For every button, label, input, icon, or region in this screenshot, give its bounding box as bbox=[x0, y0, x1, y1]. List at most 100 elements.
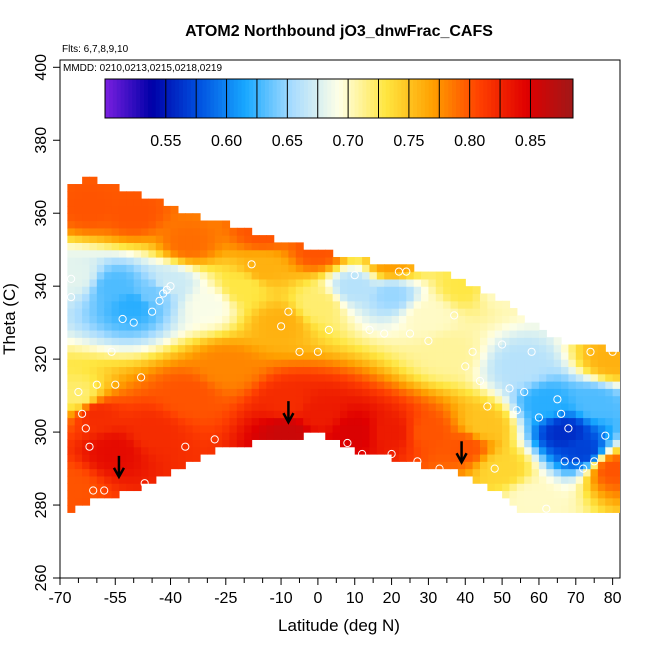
heatmap-cell bbox=[457, 315, 466, 324]
heatmap-cell bbox=[155, 249, 164, 258]
heatmap-cell bbox=[472, 432, 481, 440]
heatmap-cell bbox=[126, 381, 135, 389]
colorbar-swatch bbox=[518, 79, 523, 118]
heatmap-cell bbox=[295, 300, 304, 309]
heatmap-cell bbox=[509, 359, 518, 368]
heatmap-cell bbox=[118, 483, 127, 492]
heatmap-cell bbox=[288, 264, 297, 273]
heatmap-cell bbox=[244, 402, 253, 411]
heatmap-cell bbox=[82, 315, 91, 324]
heatmap-cell bbox=[192, 220, 201, 229]
heatmap-cell bbox=[74, 235, 83, 243]
heatmap-cell bbox=[133, 315, 142, 324]
heatmap-cell bbox=[553, 453, 562, 462]
heatmap-cell bbox=[163, 446, 172, 455]
heatmap-cell bbox=[516, 446, 525, 455]
heatmap-cell bbox=[207, 242, 216, 251]
heatmap-cell bbox=[155, 410, 164, 419]
sample-point bbox=[181, 442, 190, 451]
x-tick-label: 30 bbox=[420, 590, 438, 607]
heatmap-cell bbox=[244, 300, 253, 309]
heatmap-cell bbox=[281, 329, 290, 338]
heatmap-cell bbox=[538, 497, 547, 506]
heatmap-cell bbox=[89, 475, 98, 484]
heatmap-cell bbox=[553, 417, 562, 426]
heatmap-cell bbox=[612, 453, 620, 462]
colorbar-swatch bbox=[510, 79, 515, 118]
heatmap-cell bbox=[443, 424, 452, 433]
heatmap-cell bbox=[362, 439, 371, 448]
heatmap-cell bbox=[531, 395, 540, 404]
heatmap-cell bbox=[207, 227, 216, 236]
heatmap-cell bbox=[251, 308, 260, 316]
heatmap-cell bbox=[170, 410, 179, 419]
heatmap-cell bbox=[185, 271, 194, 280]
heatmap-cell bbox=[155, 453, 164, 462]
heatmap-cell bbox=[413, 388, 422, 397]
heatmap-cell bbox=[583, 439, 592, 448]
heatmap-cell bbox=[200, 337, 208, 346]
heatmap-cell bbox=[266, 242, 275, 251]
colorbar-swatch bbox=[319, 79, 324, 118]
heatmap-cell bbox=[443, 344, 452, 353]
heatmap-cell bbox=[325, 366, 334, 375]
heatmap-cell bbox=[288, 249, 297, 258]
colorbar-swatch bbox=[167, 79, 172, 118]
heatmap-cell bbox=[163, 329, 172, 338]
down-arrow-icon bbox=[112, 455, 126, 480]
heatmap-cell bbox=[472, 417, 481, 426]
heatmap-cell bbox=[141, 344, 150, 353]
heatmap-cell bbox=[317, 351, 326, 360]
heatmap-cell bbox=[207, 293, 216, 302]
heatmap-cell bbox=[391, 439, 400, 448]
heatmap-cell bbox=[325, 359, 334, 368]
heatmap-cell bbox=[553, 505, 562, 513]
heatmap-cell bbox=[561, 388, 570, 397]
heatmap-cell bbox=[155, 359, 164, 368]
heatmap-cell bbox=[531, 366, 540, 375]
heatmap-cell bbox=[421, 417, 430, 426]
heatmap-cell bbox=[494, 300, 503, 309]
heatmap-cell bbox=[126, 227, 135, 236]
heatmap-cell bbox=[317, 388, 326, 397]
heatmap-cell bbox=[236, 344, 245, 353]
heatmap-cell bbox=[465, 453, 474, 462]
heatmap-cell bbox=[155, 402, 164, 411]
heatmap-cell bbox=[605, 446, 614, 455]
heatmap-cell bbox=[340, 344, 348, 353]
heatmap-cell bbox=[398, 424, 407, 433]
heatmap-cell bbox=[583, 424, 592, 433]
heatmap-cell bbox=[487, 308, 496, 316]
heatmap-cell bbox=[192, 300, 201, 309]
heatmap-cell bbox=[118, 439, 127, 448]
heatmap-cell bbox=[369, 366, 378, 375]
colorbar-swatch bbox=[225, 79, 231, 118]
heatmap-cell bbox=[435, 293, 444, 302]
chart-title: ATOM2 Northbound jO3_dnwFrac_CAFS bbox=[185, 23, 493, 40]
heatmap-cell bbox=[450, 322, 459, 331]
heatmap-cell bbox=[258, 381, 267, 389]
heatmap-cell bbox=[251, 337, 260, 346]
heatmap-cell bbox=[222, 264, 231, 273]
heatmap-cell bbox=[236, 322, 245, 331]
heatmap-cell bbox=[281, 388, 290, 397]
heatmap-cell bbox=[398, 286, 407, 295]
heatmap-cell bbox=[583, 453, 592, 462]
colorbar-swatch bbox=[222, 79, 227, 118]
heatmap-cell bbox=[244, 293, 253, 302]
colorbar-swatch bbox=[459, 79, 465, 118]
heatmap-cell bbox=[236, 410, 245, 419]
heatmap-cell bbox=[214, 308, 223, 316]
heatmap-cell bbox=[561, 344, 570, 353]
heatmap-cell bbox=[384, 395, 393, 404]
heatmap-cell bbox=[96, 293, 105, 302]
heatmap-cell bbox=[148, 198, 157, 207]
heatmap-cell bbox=[421, 351, 430, 360]
heatmap-cell bbox=[325, 424, 334, 433]
sample-point bbox=[461, 362, 470, 371]
heatmap-cell bbox=[406, 424, 415, 433]
heatmap-cell bbox=[177, 446, 186, 455]
x-tick-label: 20 bbox=[383, 590, 401, 607]
heatmap-cell bbox=[553, 388, 562, 397]
heatmap-cell bbox=[126, 461, 135, 470]
